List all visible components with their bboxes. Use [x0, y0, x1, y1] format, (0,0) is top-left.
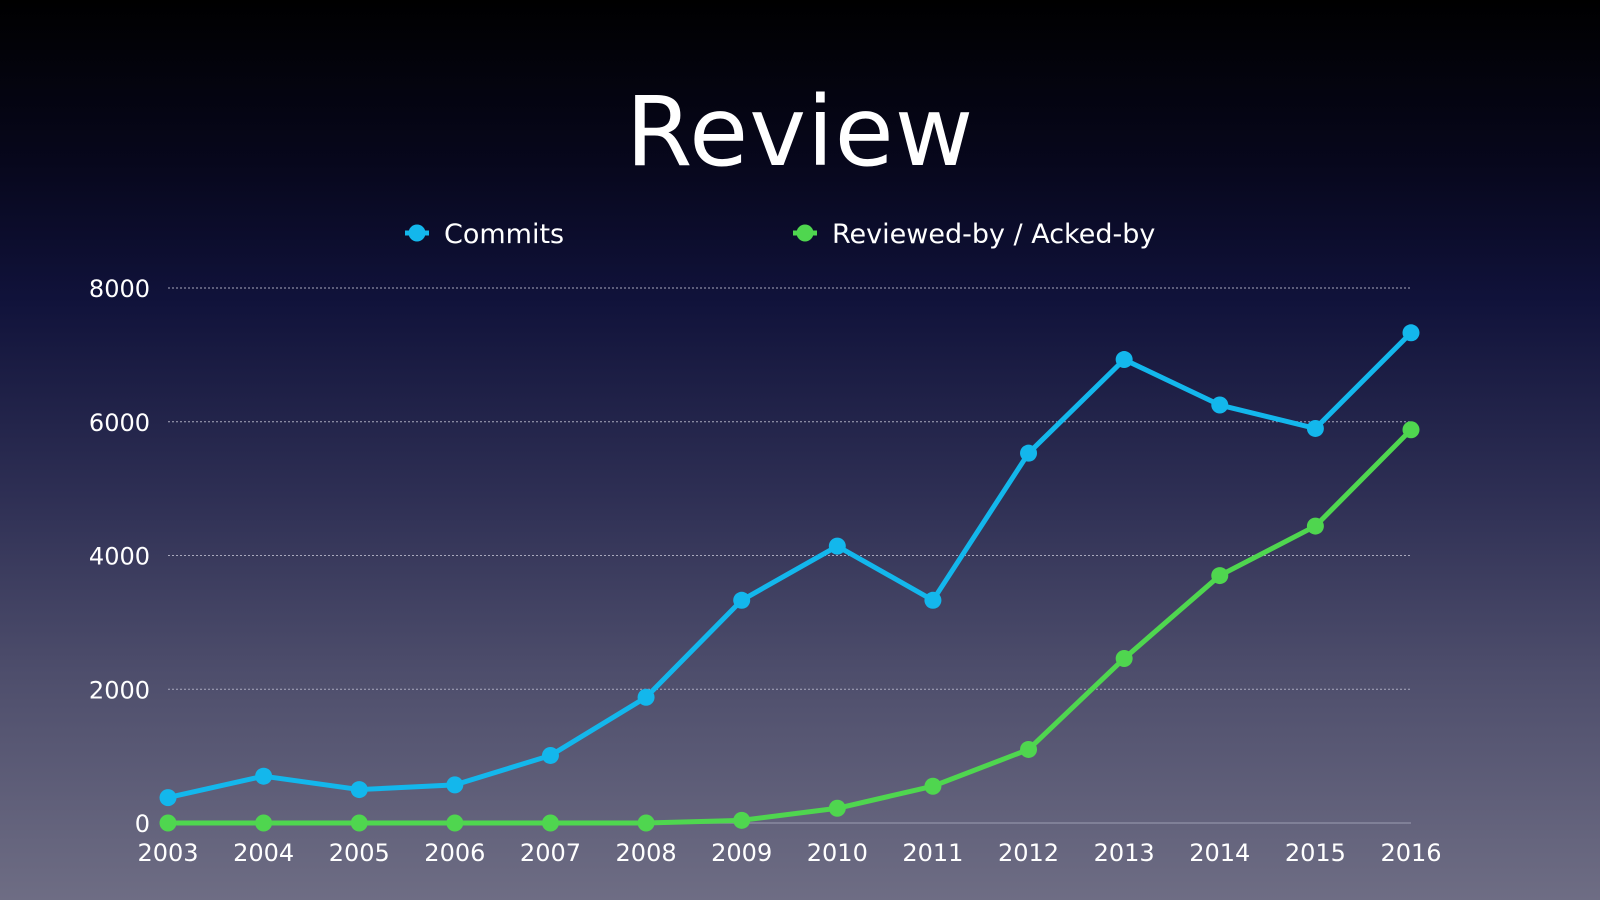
data-point	[1402, 421, 1420, 439]
x-tick-label: 2012	[998, 839, 1059, 867]
data-point	[255, 814, 273, 832]
data-point	[1211, 396, 1229, 414]
data-point	[1020, 444, 1038, 462]
legend-label: Reviewed-by / Acked-by	[832, 219, 1155, 250]
y-tick-label: 0	[135, 810, 150, 838]
grid-lines	[168, 287, 1411, 824]
x-tick-label: 2004	[233, 839, 294, 867]
data-point	[446, 776, 464, 794]
data-point	[1306, 517, 1324, 535]
data-point	[541, 746, 559, 764]
x-tick-label: 2005	[329, 839, 390, 867]
x-tick-label: 2009	[711, 839, 772, 867]
data-point	[1115, 649, 1133, 667]
slide-title: Review	[625, 76, 975, 188]
data-point	[1211, 567, 1229, 585]
data-point	[637, 688, 655, 706]
data-point	[924, 591, 942, 609]
data-point	[924, 777, 942, 795]
data-point	[637, 814, 655, 832]
data-point	[446, 814, 464, 832]
data-point	[1115, 351, 1133, 369]
y-tick-label: 8000	[89, 275, 150, 303]
x-tick-label: 2010	[807, 839, 868, 867]
data-point	[255, 767, 273, 785]
legend-label: Commits	[444, 219, 564, 250]
x-tick-label: 2003	[137, 839, 198, 867]
data-point	[159, 789, 177, 807]
data-point	[350, 814, 368, 832]
data-point	[733, 591, 751, 609]
x-tick-label: 2011	[902, 839, 963, 867]
data-point	[828, 537, 846, 555]
y-tick-label: 2000	[89, 676, 150, 704]
x-tick-label: 2014	[1189, 839, 1250, 867]
data-point	[1020, 740, 1038, 758]
x-tick-label: 2007	[520, 839, 581, 867]
legend: Commits Reviewed-by / Acked-by	[405, 219, 1155, 250]
legend-dot-marker	[796, 224, 814, 242]
x-tick-label: 2015	[1285, 839, 1346, 867]
y-tick-label: 6000	[89, 409, 150, 437]
x-tick-label: 2013	[1094, 839, 1155, 867]
legend-dot-marker	[408, 224, 426, 242]
series-line-0	[165, 330, 1414, 801]
data-point	[541, 814, 559, 832]
x-tick-label: 2008	[616, 839, 677, 867]
data-point	[350, 781, 368, 799]
x-tick-label: 2016	[1380, 839, 1441, 867]
data-point	[828, 799, 846, 817]
data-point	[1402, 324, 1420, 342]
axes: 0 2000 4000 6000 8000 2003 2004 2005 2006 2007 200…	[89, 275, 1442, 867]
data-point	[159, 814, 177, 832]
y-tick-label: 4000	[89, 543, 150, 571]
series-line-1	[165, 427, 1414, 826]
data-point	[733, 811, 751, 829]
data-point	[1306, 419, 1324, 437]
series-lines	[159, 324, 1420, 832]
x-tick-label: 2006	[424, 839, 485, 867]
